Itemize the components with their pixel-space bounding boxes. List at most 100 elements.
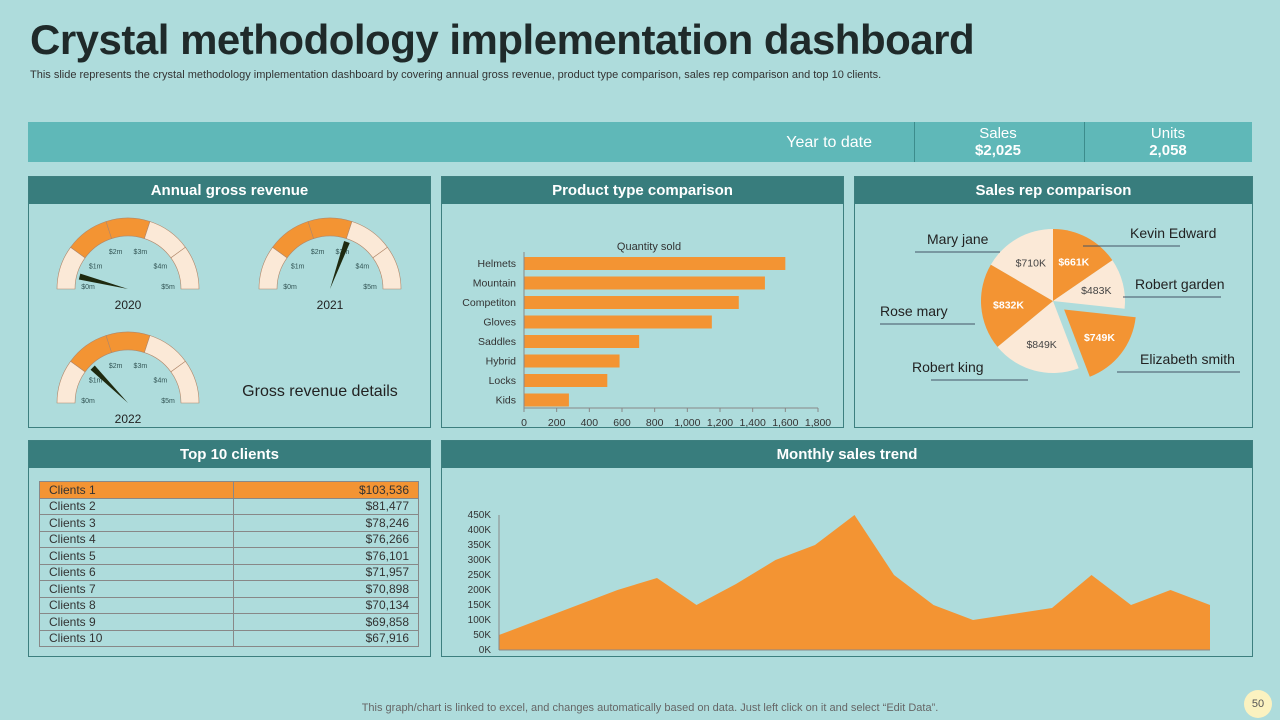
- bar-category-label: Mountain: [473, 278, 516, 290]
- pie-slice: [981, 264, 1053, 347]
- page-title: Crystal methodology implementation dashb…: [30, 16, 975, 63]
- client-value: $76,101: [232, 547, 420, 565]
- pie-value-label: $483K: [1081, 285, 1111, 297]
- x-tick-label: 400: [581, 417, 599, 428]
- client-value: $67,916: [232, 629, 420, 647]
- bar: [524, 257, 786, 270]
- ytd-label: Year to date: [786, 134, 872, 151]
- page-subtitle: This slide represents the crystal method…: [30, 69, 882, 81]
- table-row: Clients 9 $69,858: [39, 613, 420, 631]
- area-series: [499, 515, 1210, 650]
- gauge-tick-label: $2m: [109, 249, 123, 256]
- pie-value-label: $832K: [993, 300, 1024, 312]
- gauge-segment: [307, 217, 353, 239]
- client-name: Clients 6: [39, 563, 234, 581]
- gauge-tick-label: $5m: [363, 284, 377, 291]
- bar-category-label: Kids: [496, 395, 516, 407]
- gauge-needle: [330, 240, 350, 289]
- gauges-chart: $0m $1m $2m $3m $4m $5m 2020 $0m $1m $2m $3m $4m $5m…: [56, 217, 402, 426]
- footer-note: This graph/chart is linked to excel, and…: [361, 702, 939, 714]
- top-clients-panel: Top 10 clients Clients 1 $103,536 Clients …: [28, 440, 431, 657]
- pie-legend-label: Elizabeth smith: [1140, 351, 1235, 367]
- pie-legend-label: Rose mary: [880, 303, 948, 319]
- client-value: $78,246: [232, 514, 420, 532]
- pie-legend-label: Mary jane: [927, 231, 989, 247]
- client-name: Clients 2: [39, 497, 234, 515]
- y-tick-label: 250K: [468, 570, 492, 581]
- y-tick-label: 200K: [468, 585, 492, 596]
- bar: [524, 296, 739, 309]
- gauge-tick-label: $4m: [356, 263, 370, 270]
- client-value: $71,957: [232, 563, 420, 581]
- sales-rep-panel: Sales rep comparison $661K Kevin Edward $4…: [854, 176, 1253, 428]
- gauge-segment: [372, 246, 402, 290]
- bar: [524, 374, 608, 387]
- client-name: Clients 7: [39, 580, 234, 598]
- client-name: Clients 9: [39, 613, 234, 631]
- panel-header: Monthly sales trend: [442, 441, 1252, 468]
- clients-table: Clients 1 $103,536 Clients 2 $81,477 Clients…: [39, 481, 420, 647]
- gauge-tick-label: $0m: [283, 284, 297, 291]
- client-name: Clients 3: [39, 514, 234, 532]
- client-value: $70,898: [232, 580, 420, 598]
- gauge-year: 2021: [317, 298, 344, 312]
- pie-value-label: $710K: [1016, 257, 1046, 269]
- table-row: Clients 2 $81,477: [39, 497, 420, 515]
- pie-slice: [997, 301, 1079, 373]
- panel-header: Sales rep comparison: [855, 177, 1252, 204]
- gauge-segment: [105, 331, 151, 353]
- gauge-needle: [78, 273, 128, 289]
- monthly-area-chart[interactable]: 0K50K100K150K200K250K300K350K400K450K1/2…: [442, 468, 1252, 670]
- sales-value: $2,025: [975, 142, 1021, 159]
- table-row: Clients 6 $71,957: [39, 563, 420, 581]
- bar: [524, 315, 712, 329]
- table-row: Clients 4 $76,266: [39, 530, 420, 548]
- table-row: Clients 7 $70,898: [39, 580, 420, 598]
- client-name: Clients 8: [39, 596, 234, 614]
- table-row: Clients 3 $78,246: [39, 514, 420, 532]
- sales-kpi: Sales $2,025: [914, 122, 1081, 162]
- gauge-tick-label: $3m: [134, 249, 148, 256]
- sales-rep-pie-chart[interactable]: $661K Kevin Edward $483K Robert garden $749K…: [855, 204, 1252, 428]
- gauge-tick-label: $2m: [109, 363, 123, 370]
- y-tick-label: 50K: [473, 630, 491, 641]
- y-tick-label: 350K: [468, 540, 492, 551]
- bar-category-label: Locks: [489, 375, 516, 387]
- client-value: $69,858: [232, 613, 420, 631]
- panel-header: Annual gross revenue: [29, 177, 430, 204]
- page-number: 50: [1244, 690, 1272, 718]
- x-tick-label: 1,000: [674, 417, 700, 428]
- pie-value-label: $849K: [1026, 339, 1056, 351]
- gauge-needle: [90, 365, 128, 403]
- bar-category-label: Saddles: [478, 336, 516, 348]
- x-tick-label: 800: [646, 417, 664, 428]
- panel-header: Product type comparison: [442, 177, 843, 204]
- gauge-tick-label: $3m: [134, 363, 148, 370]
- client-value: $70,134: [232, 596, 420, 614]
- y-tick-label: 400K: [468, 525, 492, 536]
- table-row: Clients 1 $103,536: [39, 481, 420, 499]
- table-row: Clients 8 $70,134: [39, 596, 420, 614]
- pie-slice: [1053, 229, 1113, 301]
- client-name: Clients 1: [39, 481, 234, 499]
- product-bar-chart[interactable]: Quantity sold Helmets Mountain Competiton Gl…: [442, 204, 843, 429]
- x-tick-label: 1,800: [805, 417, 831, 428]
- bar-category-label: Gloves: [483, 317, 516, 329]
- client-name: Clients 5: [39, 547, 234, 565]
- y-tick-label: 300K: [468, 555, 492, 566]
- table-row: Clients 5 $76,101: [39, 547, 420, 565]
- pie-value-label: $661K: [1058, 257, 1089, 269]
- pie-legend-label: Robert king: [912, 359, 984, 375]
- client-name: Clients 4: [39, 530, 234, 548]
- y-tick-label: 0K: [479, 645, 492, 656]
- chart-title: Quantity sold: [617, 241, 681, 253]
- bar: [524, 393, 569, 407]
- x-tick-label: 1,200: [707, 417, 733, 428]
- client-value: $76,266: [232, 530, 420, 548]
- gauge-segment: [170, 360, 200, 404]
- x-tick-label: 1,400: [740, 417, 766, 428]
- client-value: $81,477: [232, 497, 420, 515]
- pie-slice: [1053, 260, 1125, 309]
- pie-value-label: $749K: [1084, 332, 1115, 344]
- bar-category-label: Competiton: [462, 297, 516, 309]
